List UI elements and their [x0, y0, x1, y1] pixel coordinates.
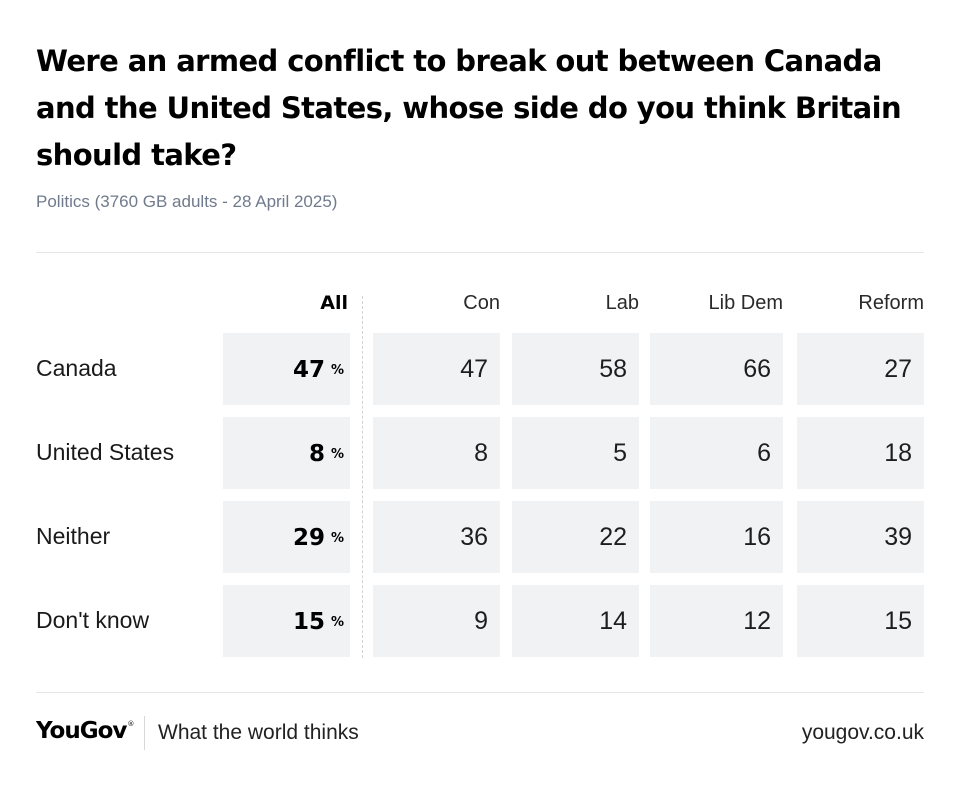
data-cell: 47 — [373, 333, 500, 405]
cell-value: 12 — [743, 607, 771, 635]
cell-value: 29 — [292, 525, 325, 551]
column-header-reform: Reform — [858, 292, 924, 314]
top-divider — [36, 252, 924, 253]
data-cell: 16 — [650, 501, 783, 573]
data-cell: 47% — [223, 333, 350, 405]
data-cell: 5 — [512, 417, 639, 489]
cell-value: 8 — [474, 439, 488, 467]
footer-url: yougov.co.uk — [801, 721, 924, 744]
data-cell: 58 — [512, 333, 639, 405]
column-header-lib-dem: Lib Dem — [708, 292, 783, 314]
data-cell: 12 — [650, 585, 783, 657]
data-cell: 6 — [650, 417, 783, 489]
data-cell: 18 — [797, 417, 924, 489]
cell-value: 39 — [884, 523, 912, 551]
data-cell: 29% — [223, 501, 350, 573]
cell-value: 36 — [460, 523, 488, 551]
data-cell: 9 — [373, 585, 500, 657]
row-label: United States — [36, 439, 175, 465]
cell-value: 47 — [292, 357, 325, 383]
chart-title: Were an armed conflict to break out betw… — [36, 44, 902, 172]
data-cell: 66 — [650, 333, 783, 405]
data-cell: 14 — [512, 585, 639, 657]
row-label: Canada — [36, 355, 117, 381]
percent-sign: % — [330, 615, 344, 630]
footer-separator — [144, 716, 145, 750]
cell-value: 58 — [599, 355, 627, 383]
cell-value: 18 — [884, 439, 912, 467]
data-cell: 15% — [223, 585, 350, 657]
column-header-con: Con — [463, 292, 500, 314]
percent-sign: % — [330, 447, 344, 462]
cell-value: 15 — [884, 607, 912, 635]
footer-tagline: What the world thinks — [158, 721, 359, 744]
cell-value: 8 — [308, 441, 325, 467]
all-column-divider — [362, 296, 363, 658]
cell-value: 15 — [292, 609, 325, 635]
cell-value: 6 — [757, 439, 771, 467]
cell-value: 9 — [474, 607, 488, 635]
row-label: Neither — [36, 523, 111, 549]
data-cell: 8 — [373, 417, 500, 489]
data-cell: 8% — [223, 417, 350, 489]
data-cell: 15 — [797, 585, 924, 657]
yougov-logo: YouGov® — [36, 718, 134, 744]
data-cell: 39 — [797, 501, 924, 573]
percent-sign: % — [330, 531, 344, 546]
column-header-all: All — [320, 292, 348, 314]
data-cell: 36 — [373, 501, 500, 573]
bottom-divider — [36, 692, 924, 693]
cell-value: 27 — [884, 355, 912, 383]
cell-value: 5 — [613, 439, 627, 467]
cell-value: 22 — [599, 523, 627, 551]
column-header-lab: Lab — [605, 292, 639, 314]
cell-value: 14 — [599, 607, 627, 635]
percent-sign: % — [330, 363, 344, 378]
data-cell: 27 — [797, 333, 924, 405]
cell-value: 47 — [460, 355, 488, 383]
data-cell: 22 — [512, 501, 639, 573]
row-label: Don't know — [36, 607, 150, 633]
chart-subtitle: Politics (3760 GB adults - 28 April 2025… — [36, 192, 338, 211]
cell-value: 66 — [743, 355, 771, 383]
cell-value: 16 — [743, 523, 771, 551]
